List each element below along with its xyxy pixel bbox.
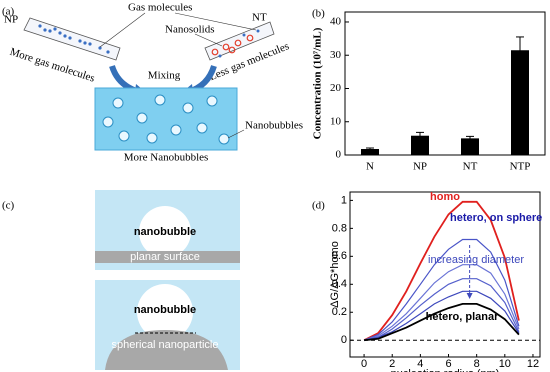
annotation: hetero, planar [426, 311, 499, 323]
label-planar: planar surface [130, 251, 200, 263]
pointer [99, 12, 146, 48]
x-tick-label: 8 [474, 358, 480, 370]
y-tick-label: 30 [330, 49, 342, 61]
label-bubble: nanobubble [134, 226, 196, 238]
arrow-head [466, 293, 473, 299]
y-tick-label: 0 [341, 334, 347, 346]
x-tick-label: NP [413, 161, 427, 173]
bar-chart: 0 10 20 30 40 Concentration (10⁷/mL) N NP NT NTP [312, 11, 546, 173]
y-tick-label: 0 [336, 149, 342, 161]
label-more-gas: More gas molecules [8, 46, 96, 85]
label-more-nanobubbles: More Nanobubbles [124, 152, 209, 164]
label-bubble: nanobubble [134, 304, 196, 316]
pointer [194, 33, 223, 47]
x-tick-label: 0 [361, 358, 367, 370]
y-tick-label: 10 [330, 115, 342, 127]
panel-label: (b) [312, 8, 325, 20]
x-tick-label: NT [463, 161, 478, 173]
x-tick-label: 6 [445, 358, 451, 370]
y-tick-label: 0.4 [332, 278, 347, 290]
y-tick-label: 0.8 [332, 222, 347, 234]
axes-frame [344, 11, 546, 156]
error-bar [366, 147, 374, 151]
y-tick-label: 0.6 [332, 250, 347, 262]
label-mixing: Mixing [148, 70, 181, 82]
label-nanobubbles: Nanobubbles [245, 120, 303, 132]
x-axis-label: nucleation radius (nm) [391, 368, 500, 372]
error-bar [416, 131, 424, 140]
y-axis-label: ΔG/ΔG*homo [329, 241, 341, 308]
x-tick-label: 4 [417, 358, 423, 370]
bar [511, 50, 529, 155]
axes-frame [349, 191, 541, 358]
curve [363, 238, 520, 341]
x-tick-label: 12 [527, 358, 539, 370]
curve [363, 290, 520, 341]
annotation: hetero, on sphere [450, 212, 542, 224]
curve [363, 278, 520, 341]
annotation: increasing diameter [428, 254, 524, 266]
planar-surface [95, 251, 240, 263]
label-gas: Gas molecules [128, 2, 192, 14]
curve [363, 200, 520, 342]
tube-right [204, 21, 275, 61]
y-tick-label: 20 [330, 82, 342, 94]
panel-label: (d) [312, 200, 325, 212]
error-bar [466, 135, 474, 141]
y-tick-label: 40 [330, 16, 342, 28]
annotation: homo [430, 191, 460, 203]
nanoparticle [105, 330, 228, 370]
bar [411, 135, 429, 155]
tube-left [23, 17, 121, 61]
label-spherical: spherical nanoparticle [111, 339, 218, 351]
bar [361, 149, 379, 155]
curve [363, 264, 520, 341]
x-tick-label: N [366, 161, 374, 173]
bubble [137, 284, 193, 340]
label-np: NP [4, 14, 18, 26]
x-tick-label: NTP [510, 161, 531, 173]
panel-label: (a) [2, 6, 15, 18]
line-chart: 00.20.40.60.81024681012nucleation radius… [329, 191, 542, 372]
bar [461, 138, 479, 155]
x-tick-label: 10 [499, 358, 511, 370]
pointer [227, 129, 245, 139]
y-tick-label: 0.2 [332, 306, 347, 318]
bubble [139, 206, 191, 258]
y-tick-label: 1 [341, 194, 347, 206]
error-bar [516, 36, 524, 65]
pointer [174, 12, 257, 31]
label-nt: NT [252, 12, 267, 24]
x-tick-label: 2 [389, 358, 395, 370]
curve [364, 303, 520, 342]
panel-label: (c) [2, 200, 15, 212]
y-axis-label: Concentration (10⁷/mL) [312, 27, 324, 139]
label-nanosolids: Nanosolids [165, 24, 215, 36]
